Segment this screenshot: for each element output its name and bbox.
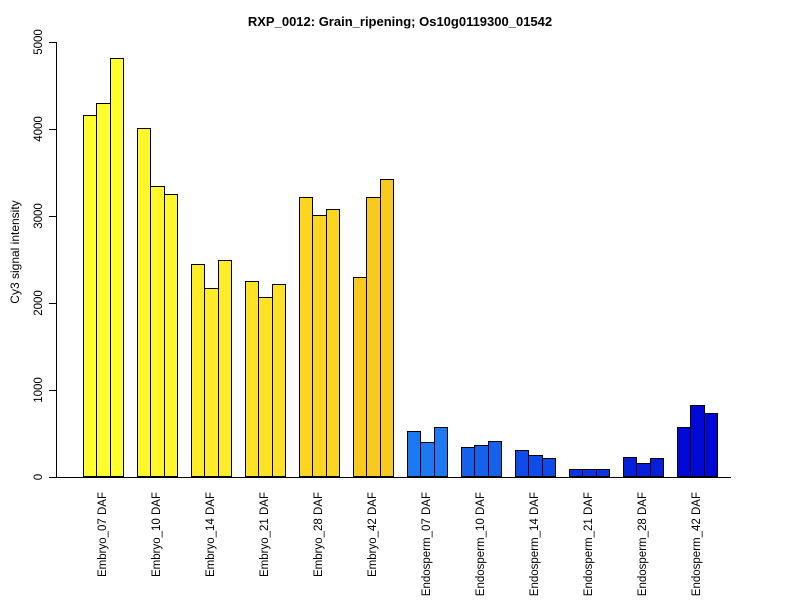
bar — [622, 456, 637, 477]
bar — [582, 469, 597, 477]
bar — [325, 209, 340, 477]
bar — [528, 455, 543, 477]
bar — [136, 128, 151, 477]
bar — [96, 102, 111, 477]
bar — [352, 276, 367, 477]
bar — [636, 462, 651, 477]
bar — [150, 185, 165, 477]
bar — [649, 458, 664, 477]
bar — [82, 115, 97, 477]
bar — [703, 412, 718, 477]
bar — [487, 441, 502, 477]
bar — [568, 468, 583, 477]
y-axis-tick — [49, 41, 56, 43]
bar — [271, 283, 286, 477]
x-axis-label: Embryo_21 DAF — [258, 492, 271, 578]
x-axis-label: Endosperm_14 DAF — [528, 492, 541, 597]
y-axis-tick-label: 3000 — [33, 203, 45, 229]
x-axis-label: Embryo_07 DAF — [96, 492, 109, 578]
y-axis-tick-label: 5000 — [33, 29, 45, 55]
y-axis-tick — [49, 476, 56, 478]
bar — [406, 430, 421, 477]
bar — [109, 57, 124, 477]
x-axis-label: Embryo_42 DAF — [366, 492, 379, 578]
x-axis-label: Embryo_10 DAF — [150, 492, 163, 578]
bar — [379, 179, 394, 477]
x-axis-label: Endosperm_10 DAF — [474, 492, 487, 597]
bar — [244, 281, 259, 477]
x-axis-label: Endosperm_42 DAF — [690, 492, 703, 597]
bar — [595, 469, 610, 477]
y-axis-line — [56, 42, 57, 478]
y-axis-tick-label: 4000 — [33, 116, 45, 142]
y-axis-tick — [49, 389, 56, 391]
bar — [420, 442, 435, 477]
bar — [190, 263, 205, 477]
x-axis-label: Embryo_28 DAF — [312, 492, 325, 578]
bar — [298, 196, 313, 477]
bar — [163, 194, 178, 477]
x-axis-label: Endosperm_07 DAF — [420, 492, 433, 597]
bar — [690, 404, 705, 477]
bar — [541, 458, 556, 477]
x-axis-line — [56, 477, 731, 478]
x-axis-label: Endosperm_21 DAF — [582, 492, 595, 597]
bar — [204, 288, 219, 477]
bar — [474, 444, 489, 477]
bar — [258, 296, 273, 477]
y-axis-tick-label: 2000 — [33, 290, 45, 316]
x-axis-label: Endosperm_28 DAF — [636, 492, 649, 597]
chart-title: RXP_0012: Grain_ripening; Os10g0119300_0… — [247, 14, 553, 29]
y-axis-tick — [49, 302, 56, 304]
y-axis-label: Cy3 signal intensity — [8, 200, 22, 304]
bar — [433, 427, 448, 477]
bar — [217, 260, 232, 477]
y-axis-tick — [49, 128, 56, 130]
y-axis-tick-label: 1000 — [33, 377, 45, 403]
x-axis-label: Embryo_14 DAF — [204, 492, 217, 578]
y-axis-tick-label: 0 — [33, 473, 45, 481]
bar — [460, 447, 475, 477]
y-axis-tick — [49, 215, 56, 217]
bar — [312, 215, 327, 477]
bar — [676, 426, 691, 477]
bar — [366, 196, 381, 477]
bar — [514, 450, 529, 477]
